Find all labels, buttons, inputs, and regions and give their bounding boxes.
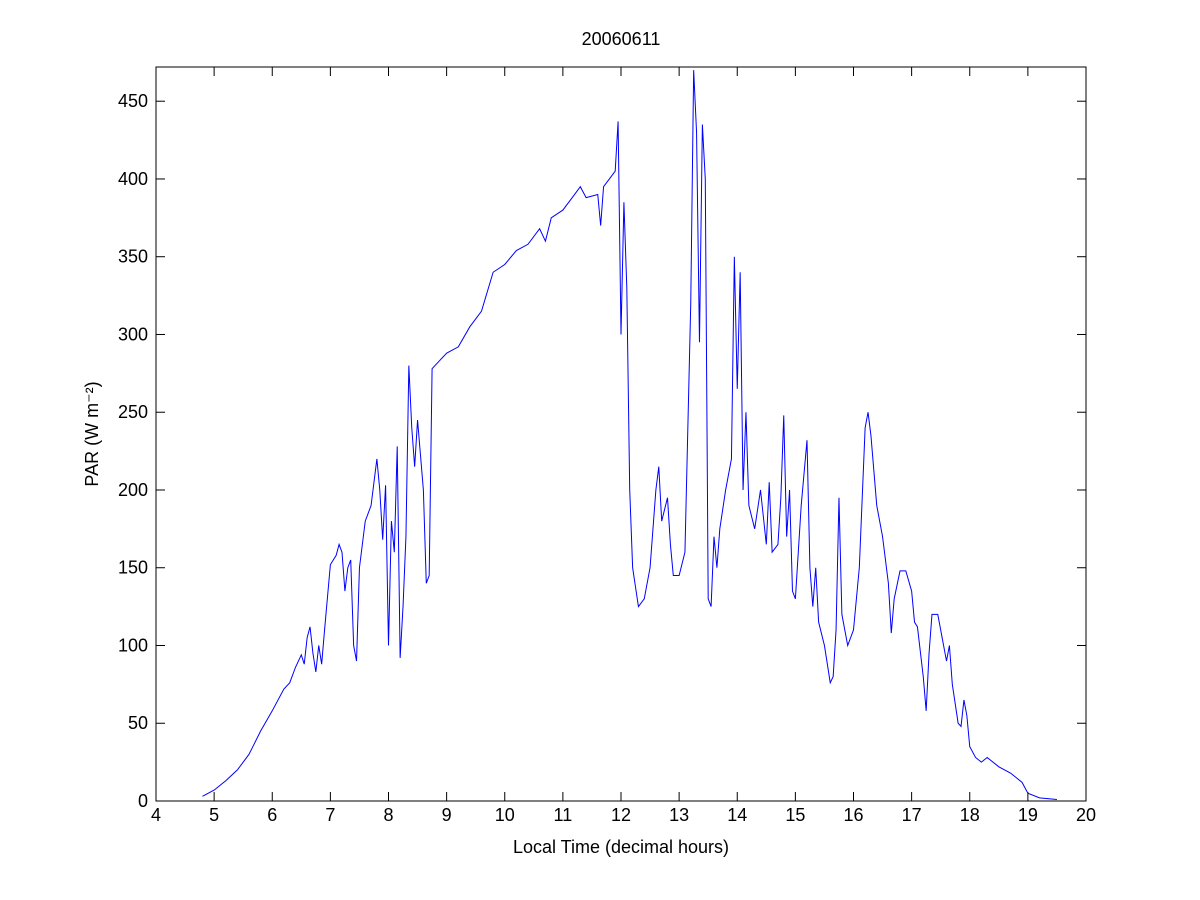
- x-tick-label: 19: [1018, 805, 1038, 825]
- x-tick-label: 9: [442, 805, 452, 825]
- y-tick-label: 450: [118, 91, 148, 111]
- y-tick-label: 250: [118, 402, 148, 422]
- x-tick-label: 6: [267, 805, 277, 825]
- x-tick-label: 14: [727, 805, 747, 825]
- x-axis-label: Local Time (decimal hours): [513, 837, 729, 857]
- y-tick-label: 300: [118, 324, 148, 344]
- y-axis-label: PAR (W m⁻²): [82, 381, 102, 486]
- y-tick-label: 350: [118, 247, 148, 267]
- data-line: [202, 70, 1057, 800]
- x-tick-label: 11: [554, 805, 573, 825]
- x-tick-label: 15: [785, 805, 805, 825]
- x-tick-label: 10: [495, 805, 515, 825]
- x-tick-label: 8: [383, 805, 393, 825]
- y-tick-label: 50: [128, 713, 148, 733]
- x-tick-label: 18: [960, 805, 980, 825]
- chart-title: 20060611: [582, 29, 661, 49]
- x-tick-label: 7: [325, 805, 335, 825]
- y-tick-label: 0: [138, 791, 148, 811]
- y-tick-label: 100: [118, 635, 148, 655]
- x-tick-label: 13: [669, 805, 689, 825]
- y-tick-label: 150: [118, 558, 148, 578]
- x-tick-label: 4: [151, 805, 161, 825]
- y-tick-label: 400: [118, 169, 148, 189]
- y-tick-label: 200: [118, 480, 148, 500]
- x-tick-label: 17: [902, 805, 922, 825]
- plot-frame: [155, 66, 1087, 802]
- x-tick-label: 12: [611, 805, 631, 825]
- x-tick-label: 5: [209, 805, 219, 825]
- x-tick-label: 16: [843, 805, 863, 825]
- x-tick-label: 20: [1076, 805, 1096, 825]
